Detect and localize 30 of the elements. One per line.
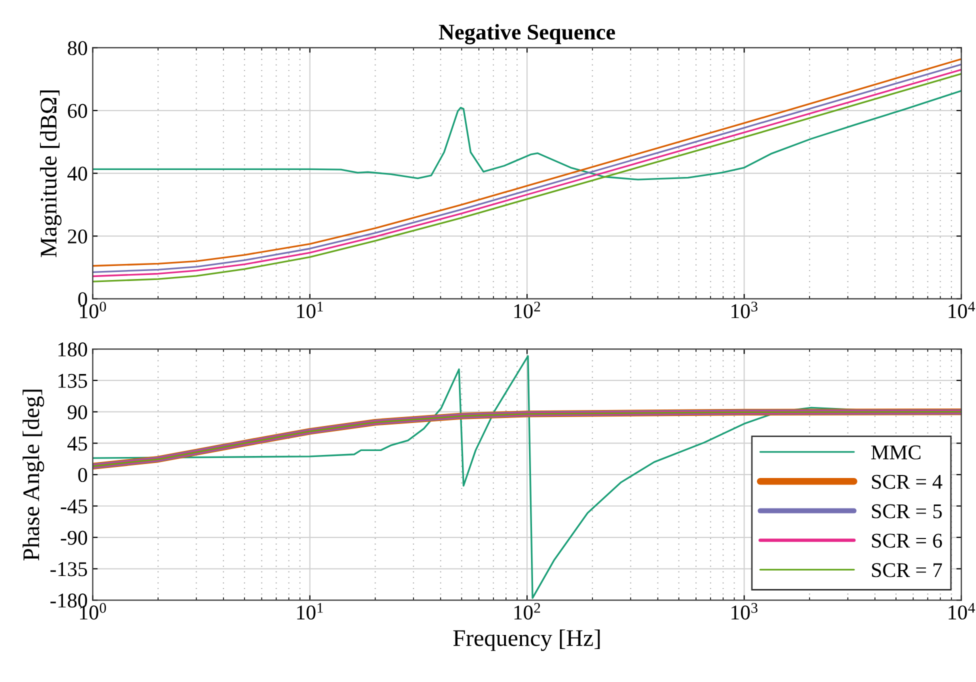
x-tick-label: 10$^{1}$ [297,603,323,620]
y-tick-label: 135 [58,374,88,388]
y-tick-label: 45 [67,436,88,451]
chart-title: Negative Sequence [438,24,616,44]
y-tick-label: -180 [50,594,88,608]
y-tick-label: -135 [50,562,88,576]
y-tick-label: 40 [67,166,88,181]
x-tick-label: 10$^{3}$ [732,302,758,318]
y-tick-label: 20 [68,229,88,244]
y-tick-label: 80 [68,41,88,56]
legend-label: SCR = 4 [872,474,942,489]
legend-label: SCR = 6 [872,534,942,548]
x-axis-title: Frequency [Hz] [453,629,600,651]
y-tick-label: -90 [60,530,88,545]
y-axis-title: Magnitude [dBΩ] [40,90,62,258]
y-axis-title: Phase Angle [deg] [22,390,44,560]
legend-label: MMC [871,445,920,460]
y-tick-label: 0 [78,468,88,482]
y-tick-label: 60 [68,104,88,118]
legend-label: SCR = 5 [872,504,942,518]
x-tick-label: 10$^{2}$ [514,603,540,620]
x-tick-label: 10$^{3}$ [732,603,758,620]
x-tick-label: 10$^{1}$ [297,302,323,318]
y-tick-label: 180 [58,342,88,356]
x-tick-label: 10$^{4}$ [948,603,975,620]
x-tick-label: 10$^{4}$ [948,302,975,318]
y-tick-label: 90 [68,405,88,420]
legend-label: SCR = 7 [872,563,942,578]
y-tick-label: -45 [60,500,88,514]
x-tick-label: 10$^{2}$ [514,302,540,318]
